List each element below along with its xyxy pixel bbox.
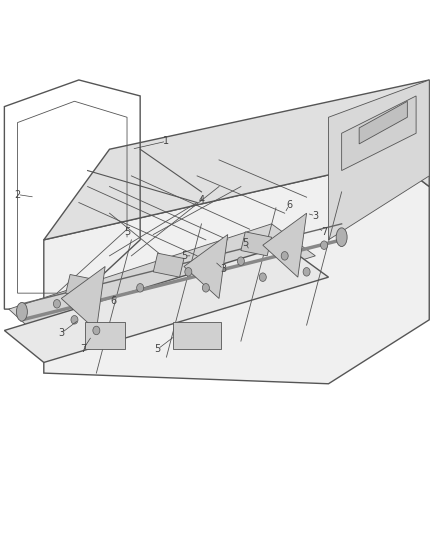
Text: 3: 3	[58, 328, 64, 338]
Circle shape	[93, 326, 100, 335]
Circle shape	[53, 300, 60, 308]
FancyBboxPatch shape	[85, 322, 125, 349]
Polygon shape	[61, 266, 105, 330]
Circle shape	[303, 268, 310, 276]
Text: 7: 7	[80, 344, 86, 354]
Text: 2: 2	[14, 190, 21, 199]
Text: 5: 5	[242, 238, 248, 247]
Polygon shape	[4, 245, 328, 362]
Polygon shape	[153, 253, 184, 277]
Circle shape	[281, 252, 288, 260]
Polygon shape	[66, 274, 96, 298]
Circle shape	[321, 241, 328, 249]
FancyBboxPatch shape	[173, 322, 221, 349]
Circle shape	[237, 257, 244, 265]
Ellipse shape	[17, 303, 27, 321]
Circle shape	[202, 284, 209, 292]
Text: 1: 1	[163, 136, 170, 146]
Polygon shape	[241, 232, 272, 256]
Text: 3: 3	[312, 211, 318, 221]
Polygon shape	[184, 235, 228, 298]
Polygon shape	[328, 80, 429, 240]
Circle shape	[259, 273, 266, 281]
Polygon shape	[44, 160, 429, 384]
Text: 7: 7	[321, 227, 327, 237]
Ellipse shape	[336, 228, 347, 246]
Circle shape	[137, 284, 144, 292]
Text: 5: 5	[124, 227, 130, 237]
Polygon shape	[342, 96, 416, 171]
Text: 4: 4	[198, 195, 205, 205]
Polygon shape	[359, 101, 407, 144]
Text: 5: 5	[155, 344, 161, 354]
Circle shape	[185, 268, 192, 276]
Text: 3: 3	[220, 264, 226, 274]
Polygon shape	[44, 80, 429, 240]
Text: 5: 5	[181, 251, 187, 261]
Polygon shape	[263, 213, 307, 277]
Polygon shape	[9, 224, 315, 341]
Text: 6: 6	[286, 200, 292, 210]
Circle shape	[71, 316, 78, 324]
Text: 6: 6	[111, 296, 117, 306]
